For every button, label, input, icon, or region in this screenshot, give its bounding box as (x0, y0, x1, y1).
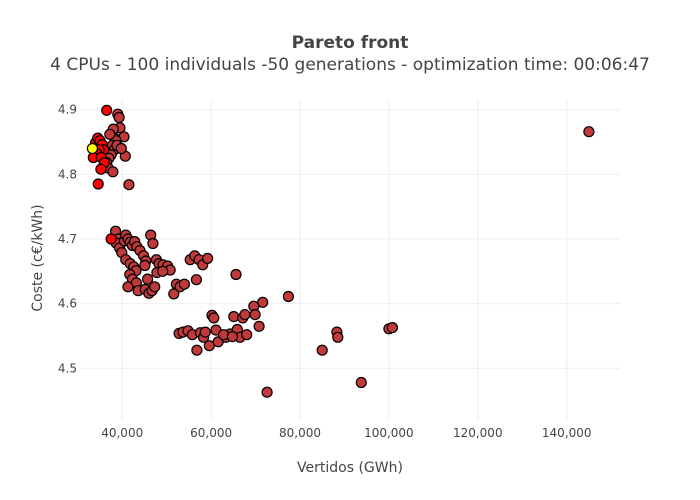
pareto-point[interactable] (253, 320, 265, 332)
pareto-point[interactable] (332, 331, 344, 343)
chart-subtitle: 4 CPUs - 100 individuals -50 generations… (50, 55, 650, 75)
pareto-point[interactable] (142, 273, 154, 285)
pareto-point[interactable] (123, 179, 135, 191)
best_cluster-point[interactable] (92, 178, 104, 190)
pareto-point[interactable] (168, 288, 180, 300)
pareto-point[interactable] (261, 386, 273, 398)
pareto-point[interactable] (208, 312, 220, 324)
y-tick-label: 4.5 (58, 361, 77, 375)
pareto-point[interactable] (115, 142, 127, 155)
pareto-point[interactable] (147, 237, 159, 250)
chart-title: Pareto front (291, 33, 409, 53)
y-tick-label: 4.8 (58, 167, 77, 181)
x-tick-label: 140,000 (542, 426, 592, 440)
pareto-point[interactable] (583, 126, 595, 138)
x-tick-label: 80,000 (279, 426, 321, 440)
x-tick-label: 120,000 (453, 426, 503, 440)
pareto-point[interactable] (107, 166, 119, 178)
pareto-point[interactable] (202, 252, 214, 264)
pareto-point[interactable] (282, 290, 294, 303)
x-tick-label: 40,000 (101, 426, 143, 440)
pareto-point[interactable] (226, 331, 238, 343)
best_cluster-point[interactable] (105, 233, 117, 245)
pareto-point[interactable] (122, 281, 134, 293)
y-tick-label: 4.9 (58, 103, 77, 117)
pareto-point[interactable] (113, 111, 125, 124)
pareto-point[interactable] (191, 344, 203, 356)
pareto-point[interactable] (316, 344, 328, 356)
pareto-point[interactable] (139, 259, 151, 272)
pareto-point[interactable] (178, 278, 190, 290)
pareto-point[interactable] (230, 268, 242, 281)
best_cluster-point[interactable] (95, 163, 107, 175)
pareto-point[interactable] (199, 326, 211, 338)
pareto-point[interactable] (149, 281, 161, 293)
x-axis-ticks: 40,000 60,000 80,000 100,000 120,000 140,000 (101, 426, 591, 440)
data-points (86, 104, 595, 398)
x-tick-label: 60,000 (190, 426, 232, 440)
x-tick-label: 100,000 (364, 426, 414, 440)
y-axis-ticks: 4.5 4.6 4.7 4.8 4.9 (58, 103, 77, 376)
pareto-point[interactable] (157, 265, 169, 277)
best_cluster-point[interactable] (101, 104, 113, 116)
pareto-point[interactable] (190, 274, 202, 286)
y-tick-label: 4.7 (58, 232, 77, 246)
chart-title-block: Pareto front 4 CPUs - 100 individuals -5… (0, 32, 700, 76)
pareto-point[interactable] (355, 376, 367, 389)
y-axis-title: Coste (c€/kWh) (30, 204, 46, 311)
pareto-point[interactable] (249, 309, 261, 321)
pareto-point[interactable] (241, 329, 253, 341)
y-tick-label: 4.6 (58, 297, 77, 311)
grid-lines (80, 100, 620, 420)
pareto-point[interactable] (239, 309, 251, 321)
pareto-point[interactable] (386, 322, 398, 334)
x-axis-title: Vertidos (GWh) (297, 460, 403, 476)
selected-point[interactable] (86, 142, 99, 155)
pareto-point[interactable] (104, 128, 116, 140)
